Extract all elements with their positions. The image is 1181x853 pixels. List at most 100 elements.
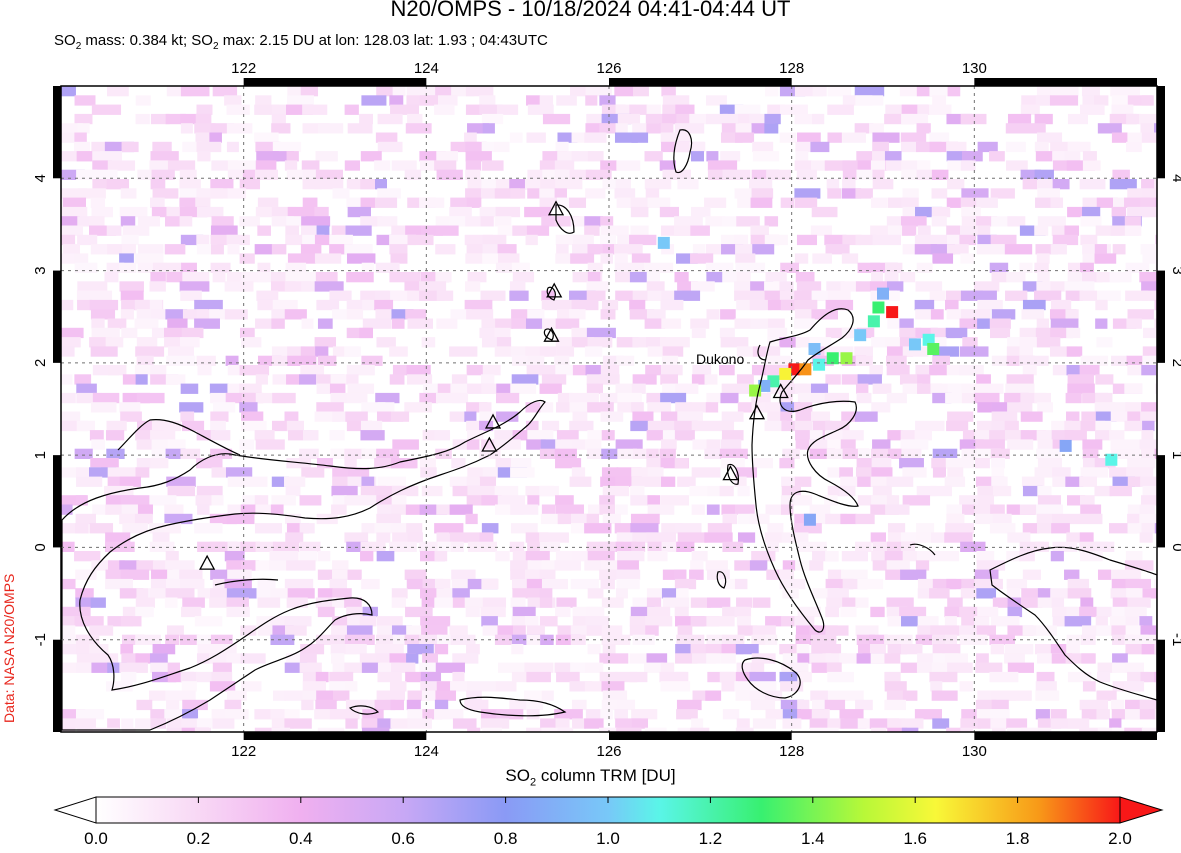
so2-pixel bbox=[359, 495, 377, 506]
so2-pixel bbox=[315, 671, 329, 683]
so2-pixel bbox=[61, 495, 87, 506]
so2-pixel bbox=[690, 616, 720, 627]
so2-pixel bbox=[150, 179, 166, 190]
so2-pixel bbox=[1036, 504, 1064, 515]
so2-pixel bbox=[404, 281, 431, 292]
so2-pixel bbox=[660, 365, 683, 376]
so2-pixel bbox=[392, 532, 409, 543]
so2-pixel bbox=[1006, 588, 1021, 599]
so2-pixel bbox=[421, 337, 436, 348]
so2-pixel bbox=[945, 458, 975, 469]
so2-pixel bbox=[1111, 355, 1128, 366]
so2-pixel bbox=[660, 374, 678, 385]
so2-pixel bbox=[1110, 588, 1140, 599]
so2-pixel bbox=[539, 597, 553, 608]
sula-coast bbox=[459, 696, 567, 717]
frame-bar-top bbox=[974, 78, 1157, 86]
so2-pixel bbox=[946, 727, 962, 732]
so2-pixel bbox=[917, 588, 937, 599]
so2-pixel bbox=[764, 234, 788, 246]
so2-pixel bbox=[705, 244, 727, 255]
so2-hotspot-pixel bbox=[886, 306, 899, 319]
so2-pixel bbox=[255, 206, 280, 218]
so2-pixel bbox=[210, 262, 231, 273]
so2-pixel bbox=[314, 337, 337, 348]
so2-pixel bbox=[466, 495, 493, 506]
so2-pixel bbox=[346, 272, 374, 283]
so2-pixel bbox=[675, 104, 695, 115]
so2-pixel bbox=[332, 411, 351, 422]
so2-pixel bbox=[990, 188, 1015, 199]
so2-pixel bbox=[930, 681, 943, 692]
so2-pixel bbox=[76, 383, 97, 394]
so2-pixel bbox=[212, 718, 235, 729]
so2-pixel bbox=[616, 197, 643, 208]
so2-pixel bbox=[572, 244, 598, 255]
so2-pixel bbox=[375, 634, 397, 645]
so2-pixel bbox=[721, 644, 744, 655]
so2-pixel bbox=[674, 578, 697, 590]
so2-pixel bbox=[765, 616, 782, 627]
so2-pixel bbox=[632, 123, 659, 134]
so2-pixel bbox=[615, 439, 643, 450]
so2-pixel bbox=[1035, 681, 1057, 692]
so2-pixel bbox=[164, 597, 178, 608]
so2-pixel bbox=[465, 151, 492, 162]
so2-pixel bbox=[1066, 634, 1081, 645]
so2-pixel bbox=[194, 299, 223, 311]
so2-pixel bbox=[329, 709, 360, 720]
so2-pixel bbox=[809, 653, 832, 664]
so2-pixel bbox=[134, 299, 164, 311]
so2-pixel bbox=[630, 420, 649, 432]
so2-pixel bbox=[674, 123, 705, 134]
so2-pixel bbox=[1052, 476, 1069, 487]
so2-pixel bbox=[240, 653, 266, 664]
so2-pixel bbox=[286, 420, 304, 432]
so2-pixel bbox=[1050, 141, 1080, 153]
so2-pixel bbox=[152, 141, 172, 153]
so2-pixel bbox=[526, 95, 541, 106]
so2-pixel bbox=[707, 169, 733, 180]
so2-pixel bbox=[797, 709, 825, 720]
so2-pixel bbox=[345, 644, 367, 655]
so2-pixel bbox=[885, 504, 910, 515]
so2-pixel bbox=[1140, 448, 1157, 459]
frame-bar-bottom bbox=[974, 732, 1157, 740]
so2-pixel bbox=[719, 327, 735, 339]
so2-pixel bbox=[752, 141, 774, 153]
so2-pixel bbox=[284, 709, 300, 720]
so2-pixel bbox=[1095, 411, 1117, 422]
so2-pixel bbox=[884, 337, 901, 348]
so2-pixel bbox=[947, 160, 972, 171]
so2-pixel bbox=[764, 123, 779, 134]
so2-pixel bbox=[449, 346, 478, 357]
so2-pixel bbox=[211, 671, 233, 683]
so2-pixel bbox=[419, 458, 436, 469]
so2-pixel bbox=[135, 374, 148, 385]
so2-pixel bbox=[181, 718, 211, 729]
so2-pixel bbox=[991, 216, 1018, 227]
so2-pixel bbox=[722, 513, 738, 525]
so2-pixel bbox=[227, 244, 240, 255]
so2-pixel bbox=[509, 290, 529, 301]
so2-pixel bbox=[106, 179, 129, 190]
so2-pixel bbox=[555, 337, 573, 348]
so2-pixel bbox=[317, 318, 333, 329]
so2-pixel bbox=[181, 606, 202, 618]
so2-pixel bbox=[315, 151, 338, 162]
so2-pixel bbox=[794, 420, 813, 432]
so2-pixel bbox=[554, 355, 570, 366]
so2-pixel bbox=[390, 523, 407, 534]
so2-pixel bbox=[75, 569, 97, 580]
so2-pixel bbox=[960, 541, 986, 552]
so2-pixel bbox=[374, 644, 404, 655]
so2-pixel bbox=[360, 197, 377, 208]
so2-pixel bbox=[122, 225, 150, 236]
so2-pixel bbox=[977, 495, 995, 506]
so2-pixel bbox=[61, 132, 81, 143]
so2-pixel bbox=[1050, 588, 1080, 599]
so2-pixel bbox=[539, 160, 556, 171]
so2-pixel bbox=[1124, 197, 1151, 208]
so2-pixel bbox=[779, 578, 806, 590]
so2-pixel bbox=[585, 439, 602, 450]
